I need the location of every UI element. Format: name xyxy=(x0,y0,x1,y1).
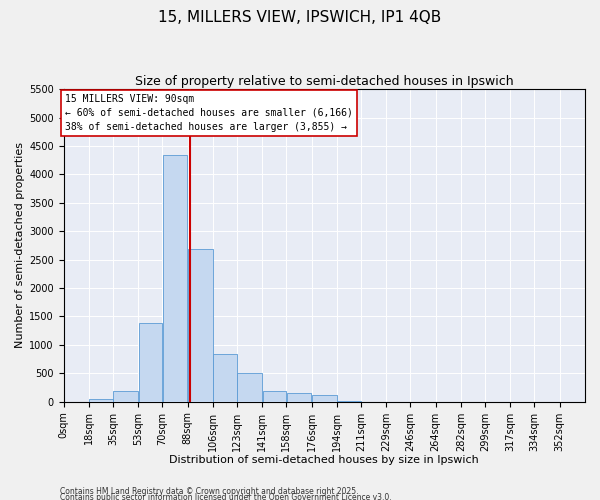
Text: Contains public sector information licensed under the Open Government Licence v3: Contains public sector information licen… xyxy=(60,492,392,500)
Text: Contains HM Land Registry data © Crown copyright and database right 2025.: Contains HM Land Registry data © Crown c… xyxy=(60,486,359,496)
Text: 15 MILLERS VIEW: 90sqm
← 60% of semi-detached houses are smaller (6,166)
38% of : 15 MILLERS VIEW: 90sqm ← 60% of semi-det… xyxy=(65,94,353,132)
Bar xyxy=(188,250,213,402)
Bar xyxy=(312,396,337,402)
Bar xyxy=(139,324,162,402)
Bar xyxy=(163,154,187,402)
Bar xyxy=(287,393,311,402)
Bar xyxy=(113,390,138,402)
Y-axis label: Number of semi-detached properties: Number of semi-detached properties xyxy=(15,142,25,348)
X-axis label: Distribution of semi-detached houses by size in Ipswich: Distribution of semi-detached houses by … xyxy=(169,455,479,465)
Title: Size of property relative to semi-detached houses in Ipswich: Size of property relative to semi-detach… xyxy=(135,75,514,88)
Bar xyxy=(263,390,286,402)
Text: 15, MILLERS VIEW, IPSWICH, IP1 4QB: 15, MILLERS VIEW, IPSWICH, IP1 4QB xyxy=(158,10,442,25)
Bar xyxy=(237,374,262,402)
Bar xyxy=(89,398,113,402)
Bar xyxy=(213,354,237,402)
